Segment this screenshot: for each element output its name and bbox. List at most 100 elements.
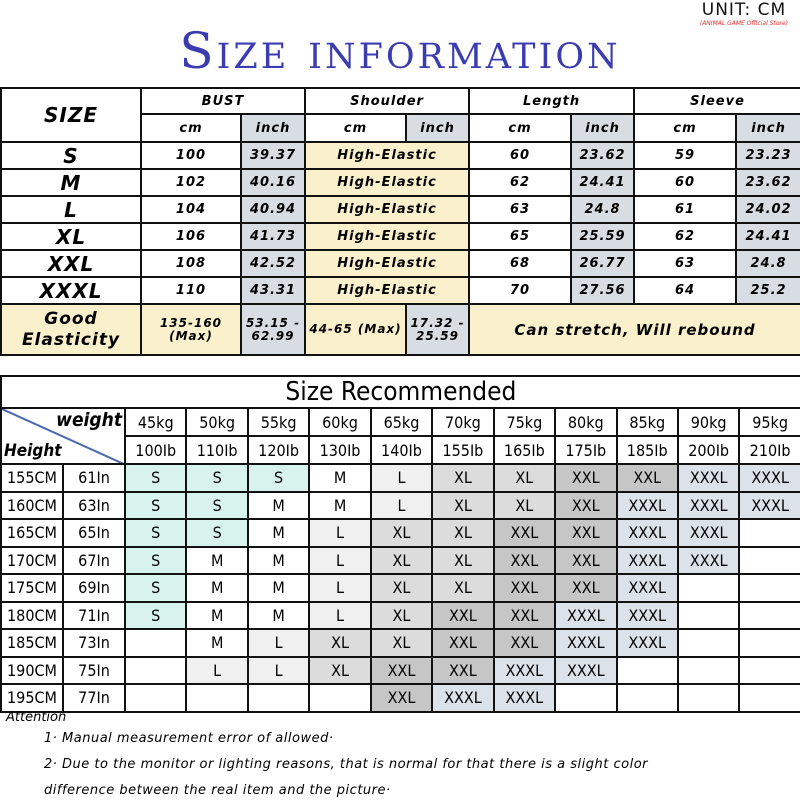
size-cell	[554, 683, 618, 713]
size-cell: XXXL	[615, 518, 679, 548]
size-cell: XXXL	[492, 655, 557, 685]
store-name: (ANIMAL GAME Official Store)	[699, 20, 788, 27]
shoulder-value: High-Elastic	[304, 276, 471, 305]
weight-kg-header: 90kg	[676, 407, 741, 437]
size-cell: XXL	[615, 463, 679, 493]
size-cell: XXXL	[554, 628, 618, 658]
size-cell: XXXL	[615, 545, 679, 575]
length-cm: 70	[468, 276, 573, 305]
length-inch: 27.56	[570, 276, 636, 305]
sleeve-cm: 59	[633, 141, 738, 170]
size-cell: XXXL	[615, 628, 679, 658]
size-cell: M	[0, 168, 142, 197]
group-header: Shoulder	[304, 87, 471, 115]
size-cell	[676, 683, 741, 713]
table-row: 170CM 67In S M M L XL XL XXL XXL XXXL XXXL	[0, 545, 800, 575]
size-cell: L	[369, 490, 434, 520]
size-cell	[738, 683, 800, 713]
attention-title: Attention	[6, 710, 67, 725]
weight-kg-header: 70kg	[431, 407, 495, 437]
size-cell: XL	[369, 545, 434, 575]
sleeve-cm: 60	[633, 168, 738, 197]
size-cell	[738, 655, 800, 685]
size-cell	[738, 545, 800, 575]
size-cell: XL	[369, 573, 434, 603]
size-cell: XXXL	[554, 600, 618, 630]
size-cell: XL	[492, 463, 557, 493]
size-cell: XXL	[554, 518, 618, 548]
height-in: 71In	[62, 600, 126, 630]
sleeve-inch: 24.02	[735, 195, 800, 224]
height-label: Height	[4, 441, 62, 461]
group-header: Length	[468, 87, 636, 115]
weight-lb-header: 140Ib	[369, 435, 434, 465]
table-row: 175CM 69In S M M L XL XL XXL XXL XXXL	[0, 573, 800, 603]
weight-label: weight	[56, 409, 122, 431]
size-cell: XL	[369, 600, 434, 630]
size-cell: L	[369, 463, 434, 493]
height-in: 61In	[62, 463, 126, 493]
size-cell	[738, 518, 800, 548]
height-in: 67In	[62, 545, 126, 575]
weight-kg-header: 65kg	[369, 407, 434, 437]
height-in: 73In	[62, 628, 126, 658]
size-cell: XXXL	[676, 463, 741, 493]
diagonal-line	[3, 410, 122, 462]
height-cm: 165CM	[0, 518, 64, 548]
size-cell: XL	[308, 628, 372, 658]
size-cell: XXL	[431, 600, 495, 630]
bust-inch: 43.31	[239, 276, 307, 305]
group-header: Sleeve	[633, 87, 800, 115]
size-cell: XL	[369, 518, 434, 548]
size-cell: M	[308, 490, 372, 520]
height-cm: 195CM	[0, 683, 64, 713]
weight-kg-header: 95kg	[738, 407, 800, 437]
size-cell: XXXL	[554, 655, 618, 685]
size-cell	[676, 628, 741, 658]
table-row: 180CM 71In S M M L XL XXL XXL XXXL XXXL	[0, 600, 800, 630]
size-cell: XL	[431, 545, 495, 575]
weight-kg-header: 60kg	[308, 407, 372, 437]
weight-lb-header: 165Ib	[492, 435, 557, 465]
size-cell: S	[123, 545, 188, 575]
weight-kg-header: 45kg	[123, 407, 188, 437]
size-cell: XXXL	[738, 490, 800, 520]
size-cell: XXXL	[615, 490, 679, 520]
size-cell: S	[185, 463, 249, 493]
size-cell: XL	[369, 628, 434, 658]
size-cell: S	[123, 463, 188, 493]
size-cell: L	[308, 573, 372, 603]
recommend-title: Size Recommended	[0, 375, 800, 409]
size-cell: XL	[431, 573, 495, 603]
table-row: XL 106 41.73 High-Elastic 65 25.59 62 24.41	[0, 222, 800, 251]
size-cell: S	[123, 573, 188, 603]
size-cell: S	[0, 141, 142, 170]
size-cell: L	[308, 518, 372, 548]
size-cell: M	[246, 490, 311, 520]
size-cell: XXXL	[676, 545, 741, 575]
size-cell: XL	[431, 463, 495, 493]
unit-text: UNIT: CM	[701, 0, 787, 20]
sleeve-inch: 25.2	[735, 276, 800, 305]
elasticity-shoulder-cm: 44-65 (Max)	[304, 303, 408, 356]
elasticity-label: Good Elasticity	[0, 303, 142, 356]
size-cell: XXL	[431, 628, 495, 658]
size-cell: M	[246, 600, 311, 630]
sleeve-cm: 61	[633, 195, 738, 224]
table-row: 155CM 61In S S S M L XL XL XXL XXL XXXL XXXL	[0, 463, 800, 493]
shoulder-value: High-Elastic	[304, 222, 471, 251]
bust-inch: 39.37	[239, 141, 307, 170]
size-cell	[615, 655, 679, 685]
size-cell: XXL	[554, 545, 618, 575]
weight-lb-header: 200Ib	[676, 435, 741, 465]
size-cell: S	[123, 600, 188, 630]
size-cell: XL	[308, 655, 372, 685]
size-cell	[676, 573, 741, 603]
size-cell	[123, 655, 188, 685]
length-cm: 62	[468, 168, 573, 197]
measurement-table: SIZE BUST Shoulder Length Sleeve cm inch c…	[0, 87, 800, 356]
elasticity-bust-cm: 135-160 (Max)	[140, 303, 242, 356]
length-cm: 60	[468, 141, 573, 170]
length-inch: 23.62	[570, 141, 636, 170]
height-cm: 180CM	[0, 600, 64, 630]
